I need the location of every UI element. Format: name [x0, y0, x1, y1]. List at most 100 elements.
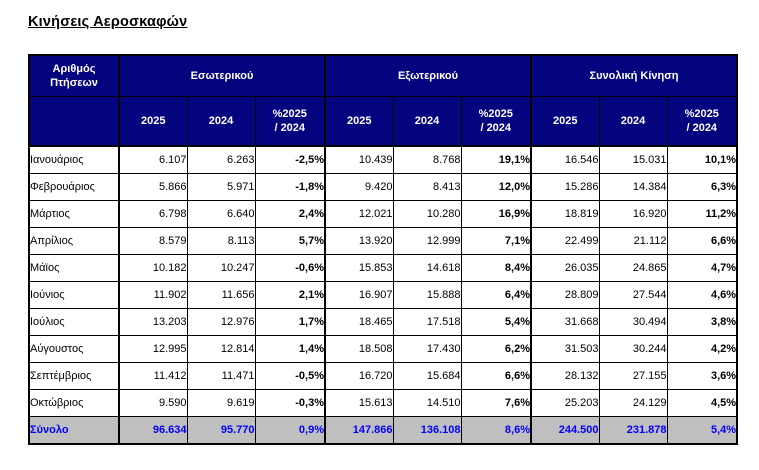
value-cell: 5.971 — [186, 173, 256, 201]
pct-header: %2025 / 2024 — [254, 96, 326, 147]
pct-cell: 6,4% — [460, 281, 532, 309]
pct-cell: 6,6% — [666, 227, 738, 255]
pct-cell: 2,4% — [254, 200, 326, 228]
pct-cell: 6,2% — [460, 335, 532, 363]
value-cell: 11.412 — [118, 362, 188, 390]
value-cell: 14.510 — [392, 389, 462, 417]
value-cell: 6.640 — [186, 200, 256, 228]
value-cell: 9.420 — [324, 173, 394, 201]
pct-cell: 5,7% — [254, 227, 326, 255]
value-cell: 26.035 — [530, 254, 600, 282]
month-cell: Απρίλιος — [28, 227, 120, 255]
year-header-row: 2025 2024 %2025 / 2024 2025 2024 %2025 /… — [28, 96, 738, 147]
pct-cell: -2,5% — [254, 145, 326, 174]
table-row: Ιανουάριος 6.107 6.263 -2,5% 10.439 8.76… — [28, 145, 738, 174]
table-row: Φεβρουάριος 5.866 5.971 -1,8% 9.420 8.41… — [28, 173, 738, 201]
value-cell: 11.902 — [118, 281, 188, 309]
value-cell: 30.244 — [598, 335, 668, 363]
month-cell: Σεπτέμβριος — [28, 362, 120, 390]
month-cell: Αύγουστος — [28, 335, 120, 363]
value-cell: 10.182 — [118, 254, 188, 282]
month-cell: Οκτώβριος — [28, 389, 120, 417]
value-cell: 25.203 — [530, 389, 600, 417]
value-cell: 12.995 — [118, 335, 188, 363]
table-body: Ιανουάριος 6.107 6.263 -2,5% 10.439 8.76… — [28, 145, 738, 445]
value-cell: 16.720 — [324, 362, 394, 390]
table-row: Σεπτέμβριος 11.412 11.471 -0,5% 16.720 1… — [28, 362, 738, 390]
corner-header-cell: Αριθμός Πτήσεων — [28, 54, 120, 97]
pct-header: %2025 / 2024 — [460, 96, 532, 147]
pct-cell: 10,1% — [666, 145, 738, 174]
value-cell: 22.499 — [530, 227, 600, 255]
pct-cell: -0,6% — [254, 254, 326, 282]
pct-cell: 1,4% — [254, 335, 326, 363]
value-cell: 18.465 — [324, 308, 394, 336]
pct-cell: 7,6% — [460, 389, 532, 417]
value-cell: 8.579 — [118, 227, 188, 255]
table-row: Μάρτιος 6.798 6.640 2,4% 12.021 10.280 1… — [28, 200, 738, 228]
value-cell: 31.668 — [530, 308, 600, 336]
pct-cell: 8,6% — [460, 416, 532, 445]
table-header: Αριθμός Πτήσεων Εσωτερικού Εξωτερικού Συ… — [28, 54, 738, 147]
value-cell: 17.430 — [392, 335, 462, 363]
pct-cell: 4,6% — [666, 281, 738, 309]
aircraft-movements-table: Αριθμός Πτήσεων Εσωτερικού Εξωτερικού Συ… — [28, 54, 739, 445]
month-cell: Σύνολο — [28, 416, 120, 445]
page: Κινήσεις Αεροσκαφών Αριθμός Πτήσεων Εσωτ… — [28, 14, 739, 445]
pct-cell: -0,3% — [254, 389, 326, 417]
pct-cell: 16,9% — [460, 200, 532, 228]
pct-cell: 4,7% — [666, 254, 738, 282]
value-cell: 10.280 — [392, 200, 462, 228]
value-cell: 9.619 — [186, 389, 256, 417]
value-cell: 244.500 — [530, 416, 600, 445]
value-cell: 11.656 — [186, 281, 256, 309]
table-row: Απρίλιος 8.579 8.113 5,7% 13.920 12.999 … — [28, 227, 738, 255]
group-header-row: Αριθμός Πτήσεων Εσωτερικού Εξωτερικού Συ… — [28, 54, 738, 97]
value-cell: 27.544 — [598, 281, 668, 309]
value-cell: 15.853 — [324, 254, 394, 282]
value-cell: 17.518 — [392, 308, 462, 336]
pct-cell: 5,4% — [460, 308, 532, 336]
value-cell: 95.770 — [186, 416, 256, 445]
value-cell: 15.888 — [392, 281, 462, 309]
value-cell: 12.814 — [186, 335, 256, 363]
month-cell: Ιούλιος — [28, 308, 120, 336]
value-cell: 13.203 — [118, 308, 188, 336]
pct-cell: 12,0% — [460, 173, 532, 201]
pct-cell: 6,6% — [460, 362, 532, 390]
value-cell: 6.798 — [118, 200, 188, 228]
pct-cell: 0,9% — [254, 416, 326, 445]
pct-header: %2025 / 2024 — [666, 96, 738, 147]
table-row: Αύγουστος 12.995 12.814 1,4% 18.508 17.4… — [28, 335, 738, 363]
month-cell: Μάρτιος — [28, 200, 120, 228]
value-cell: 28.132 — [530, 362, 600, 390]
value-cell: 31.503 — [530, 335, 600, 363]
value-cell: 24.865 — [598, 254, 668, 282]
value-cell: 16.907 — [324, 281, 394, 309]
pct-cell: -0,5% — [254, 362, 326, 390]
value-cell: 30.494 — [598, 308, 668, 336]
value-cell: 15.613 — [324, 389, 394, 417]
pct-cell: 3,8% — [666, 308, 738, 336]
value-cell: 18.819 — [530, 200, 600, 228]
value-cell: 13.920 — [324, 227, 394, 255]
value-cell: 15.286 — [530, 173, 600, 201]
table-row: Μάϊος 10.182 10.247 -0,6% 15.853 14.618 … — [28, 254, 738, 282]
value-cell: 6.107 — [118, 145, 188, 174]
value-cell: 8.113 — [186, 227, 256, 255]
value-cell: 15.684 — [392, 362, 462, 390]
value-cell: 21.112 — [598, 227, 668, 255]
pct-cell: 19,1% — [460, 145, 532, 174]
pct-cell: 1,7% — [254, 308, 326, 336]
table-row: Οκτώβριος 9.590 9.619 -0,3% 15.613 14.51… — [28, 389, 738, 417]
value-cell: 8.413 — [392, 173, 462, 201]
value-cell: 147.866 — [324, 416, 394, 445]
value-cell: 24.129 — [598, 389, 668, 417]
value-cell: 136.108 — [392, 416, 462, 445]
empty-header-cell — [28, 96, 120, 147]
group-header-international: Εξωτερικού — [324, 54, 532, 97]
year-header-2025: 2025 — [324, 96, 394, 147]
value-cell: 16.920 — [598, 200, 668, 228]
value-cell: 12.976 — [186, 308, 256, 336]
value-cell: 14.618 — [392, 254, 462, 282]
